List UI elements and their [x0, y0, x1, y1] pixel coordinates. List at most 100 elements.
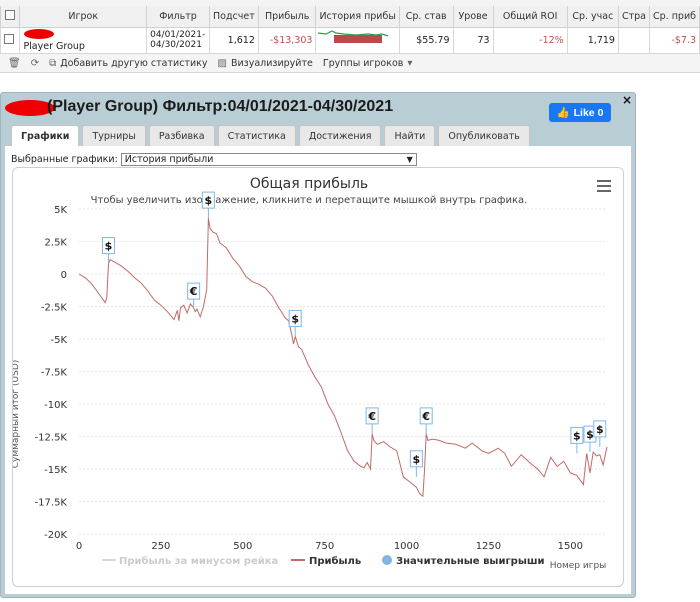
big-win-flag[interactable]: $	[409, 450, 423, 477]
chart-select-value: История прибыли	[124, 154, 214, 165]
tab-publish[interactable]: Опубликовать	[438, 125, 530, 146]
chart-title: Общая прибыль	[250, 176, 368, 192]
big-win-symbol: €	[421, 410, 430, 423]
x-tick-label: 750	[315, 541, 334, 552]
filter-cell: 04/01/2021- 04/30/2021	[146, 26, 210, 54]
charts-panel: Выбранные графики: История прибыли ▼ Общ…	[5, 146, 631, 594]
x-axis-label: Номер игры	[550, 561, 607, 571]
big-win-symbol: $	[205, 194, 213, 207]
tab-charts[interactable]: Графики	[11, 125, 80, 147]
close-icon[interactable]: ×	[621, 93, 632, 107]
visualize-button[interactable]: ▨ Визуализируйте	[218, 58, 313, 69]
chart-legend: Прибыль за минусом рейка Прибыль Значите…	[102, 555, 545, 567]
col-roi[interactable]: Общий ROI	[492, 6, 568, 28]
roi-cell: -12%	[492, 26, 568, 54]
y-tick-label: -7.5K	[41, 368, 68, 379]
profit-chart[interactable]: Общая прибыль Чтобы увеличить изображени…	[11, 167, 625, 588]
col-player[interactable]: Игрок	[19, 6, 148, 28]
col-country[interactable]: Стра	[617, 6, 650, 28]
refresh-icon[interactable]: ⟳	[30, 57, 40, 69]
y-tick-label: -12.5K	[35, 433, 68, 444]
report-window: × (Player Group) Фильтр:04/01/2021-04/30…	[0, 92, 636, 598]
image-icon: ▨	[217, 57, 227, 69]
add-stat-button[interactable]: ⧉ Добавить другую статистику	[49, 58, 207, 69]
add-stat-label: Добавить другую статистику	[60, 57, 208, 69]
filter-line1: 04/01/2021-	[150, 30, 206, 40]
y-tick-label: 5K	[54, 205, 67, 216]
big-win-symbol: $	[105, 240, 113, 253]
big-win-symbol: $	[291, 312, 299, 325]
col-level[interactable]: Урове	[452, 6, 494, 28]
profit-history-sparkline	[315, 26, 400, 54]
table-header-row: Игрок Фильтр Подсчет Прибыль История при…	[0, 6, 700, 28]
avg-profit-cell: -$7.3	[648, 26, 700, 54]
x-tick-label: 1250	[476, 541, 501, 552]
chevron-down-icon: ▼	[406, 155, 413, 164]
x-tick-label: 1000	[394, 541, 419, 552]
big-win-flag[interactable]: $	[583, 425, 597, 453]
like-label: Like 0	[573, 106, 604, 119]
select-all-checkbox[interactable]	[0, 6, 21, 28]
big-win-flag[interactable]: $	[593, 420, 607, 447]
country-cell	[617, 26, 650, 54]
profit-series-line	[78, 218, 608, 498]
chart-select[interactable]: История прибыли ▼	[120, 153, 417, 166]
player-name[interactable]: Player Group	[23, 40, 85, 52]
col-avg-profit[interactable]: Ср. приб	[648, 6, 700, 28]
y-tick-label: -5K	[50, 335, 67, 346]
tab-achievements[interactable]: Достижения	[298, 125, 382, 146]
legend-profit[interactable]: Прибыль	[309, 555, 361, 567]
col-avg-field[interactable]: Ср. учас	[566, 6, 619, 28]
y-tick-label: -10K	[44, 400, 67, 411]
tab-statistics[interactable]: Статистика	[217, 125, 296, 146]
row-checkbox[interactable]	[0, 26, 21, 54]
col-profit[interactable]: Прибыль	[257, 6, 317, 28]
col-count[interactable]: Подсчет	[208, 6, 259, 28]
y-tick-label: -2.5K	[41, 303, 68, 314]
x-tick-label: 500	[233, 541, 252, 552]
thumbs-up-icon: 👍	[556, 107, 570, 119]
big-win-flag[interactable]: $	[288, 309, 302, 337]
y-tick-label: 2.5K	[45, 238, 68, 249]
visualize-label: Визуализируйте	[230, 57, 313, 69]
big-win-symbol: €	[189, 285, 198, 298]
trash-icon[interactable]: 🗑	[8, 57, 21, 69]
x-tick-label: 1500	[558, 541, 583, 552]
big-win-flag[interactable]: $	[101, 237, 115, 264]
selected-charts-label: Выбранные графики:	[11, 154, 118, 165]
menu-icon[interactable]	[597, 180, 611, 192]
player-groups-dropdown[interactable]: Группы игроков ▾	[323, 58, 413, 69]
window-title: (Player Group) Фильтр:04/01/2021-04/30/2…	[47, 98, 394, 115]
big-win-symbol: $	[413, 453, 421, 466]
big-win-flag[interactable]: $	[570, 426, 584, 454]
count-cell: 1,612	[208, 26, 259, 54]
big-win-symbol: $	[573, 429, 581, 442]
y-tick-label: -20K	[44, 530, 67, 541]
col-profit-history[interactable]: История прибы	[315, 6, 400, 28]
facebook-like-button[interactable]: 👍 Like 0	[549, 103, 611, 122]
legend-rake-profit[interactable]: Прибыль за минусом рейка	[119, 555, 278, 567]
table-row[interactable]: Player Group 04/01/2021- 04/30/2021 1,61…	[0, 26, 700, 54]
tab-find[interactable]: Найти	[384, 125, 436, 146]
player-cell[interactable]: Player Group	[19, 26, 148, 54]
level-cell: 73	[452, 26, 494, 54]
col-avg-stake[interactable]: Ср. став	[398, 6, 454, 28]
tab-tournaments[interactable]: Турниры	[82, 125, 146, 146]
big-win-flag[interactable]: €	[187, 282, 201, 310]
big-win-flag[interactable]: €	[419, 407, 433, 434]
chart-selector-row: Выбранные графики: История прибыли ▼	[11, 153, 417, 166]
player-groups-label: Группы игроков	[322, 57, 404, 69]
profit-cell: -$13,303	[257, 26, 317, 54]
chart-subtitle: Чтобы увеличить изображение, кликните и …	[91, 195, 528, 206]
big-win-flag[interactable]: $	[201, 191, 215, 219]
x-tick-label: 0	[76, 541, 82, 552]
col-filter[interactable]: Фильтр	[146, 6, 210, 28]
tab-breakdown[interactable]: Разбивка	[148, 125, 215, 146]
profit-chart-svg[interactable]: Общая прибыль Чтобы увеличить изображени…	[11, 168, 625, 588]
big-win-flag[interactable]: €	[365, 407, 379, 434]
legend-big-wins[interactable]: Значительные выигрыши	[396, 556, 545, 567]
copy-icon: ⧉	[49, 57, 57, 69]
caret-down-icon: ▾	[407, 57, 413, 69]
big-win-symbol: $	[586, 428, 594, 441]
y-axis-label: Суммарный итог (USD)	[13, 360, 21, 469]
